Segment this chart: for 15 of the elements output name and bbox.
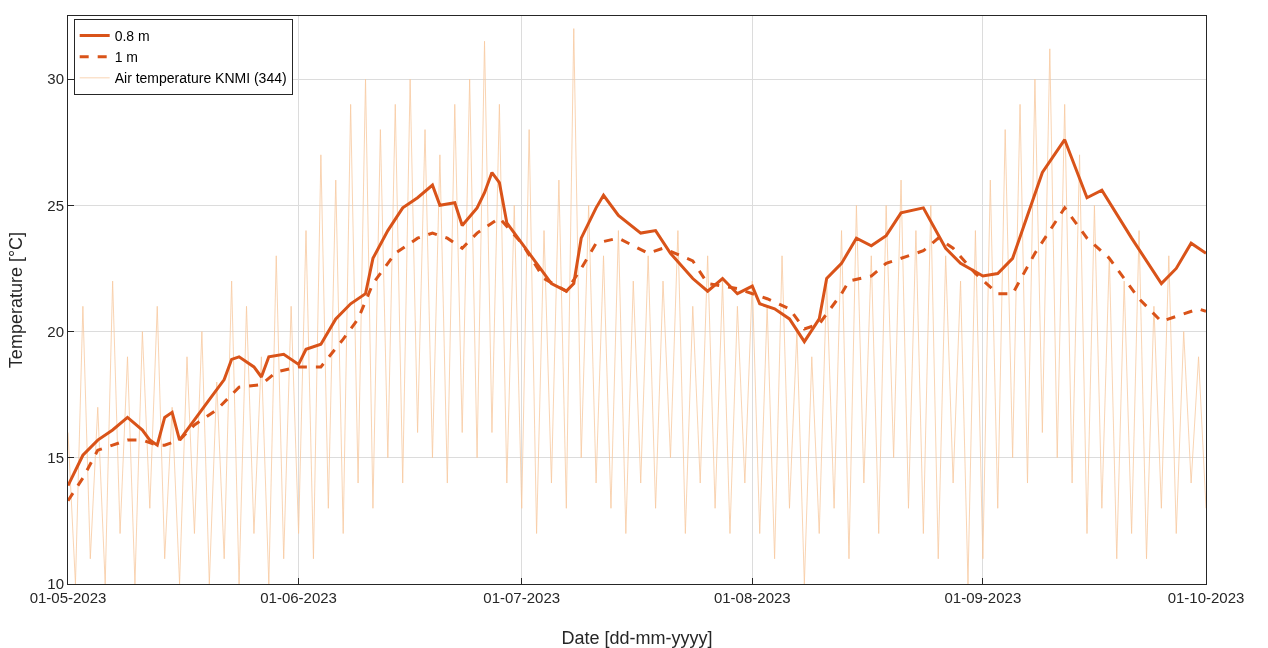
y-tick-label: 30: [47, 70, 64, 88]
x-tick-label: 01-06-2023: [260, 589, 337, 606]
legend-label: 0.8 m: [114, 27, 150, 44]
x-tick-label: 01-08-2023: [713, 589, 791, 606]
line-series: [68, 28, 1206, 584]
y-tick-label: 25: [47, 196, 64, 214]
x-tick-label: 01-10-2023: [1167, 589, 1245, 606]
x-tick-label: 01-09-2023: [944, 589, 1022, 606]
x-tick-label: 01-07-2023: [483, 589, 561, 606]
legend-label: Air temperature KNMI (344): [114, 70, 287, 87]
y-axis-title: Temperature [°C]: [6, 231, 26, 369]
y-tick-label: 20: [47, 322, 64, 340]
legend-label: 1 m: [114, 49, 139, 66]
y-tick-label: 15: [47, 449, 64, 467]
x-axis-title: Date [dd-mm-yyyy]: [561, 628, 713, 648]
